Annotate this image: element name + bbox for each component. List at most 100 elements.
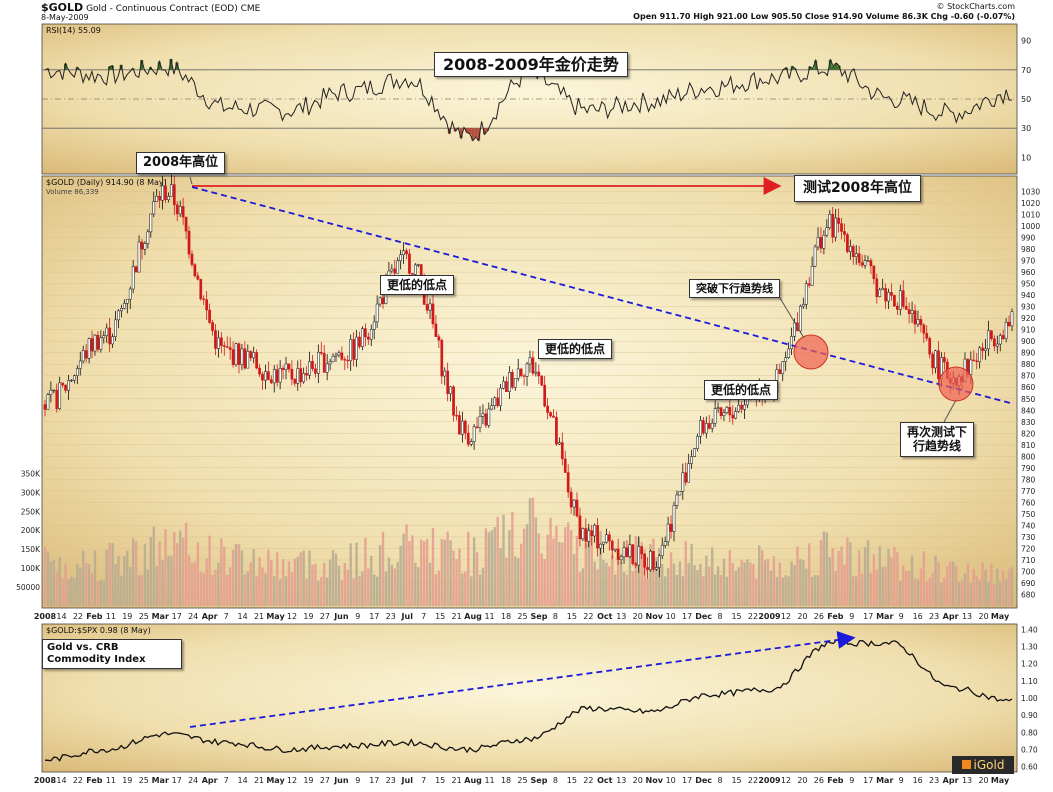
- high-pointer: [189, 176, 193, 185]
- candle-body: [463, 420, 467, 434]
- candle-body: [272, 369, 276, 384]
- volume-bar: [705, 555, 708, 606]
- volume-bar: [857, 550, 861, 606]
- volume-bar: [61, 577, 64, 606]
- x-tick-label: Aug: [464, 776, 482, 785]
- candle-body: [249, 351, 253, 359]
- x-tick-label: 2009: [758, 612, 781, 621]
- candle-body: [240, 348, 244, 365]
- candle-body: [146, 231, 150, 244]
- candle-body: [846, 234, 849, 252]
- candle-body: [848, 246, 852, 252]
- volume-bar: [913, 578, 917, 606]
- volume-bar: [311, 564, 314, 606]
- retest-label-line1: 再次测试下: [907, 425, 968, 439]
- volume-bar: [161, 560, 164, 606]
- candle-body: [616, 548, 620, 560]
- volume-bar: [281, 559, 285, 606]
- candle-body: [552, 415, 555, 418]
- volume-bar: [243, 574, 247, 606]
- candle-body: [440, 339, 444, 377]
- candle-body: [884, 288, 887, 302]
- candle-body: [134, 266, 138, 273]
- candle-body: [311, 361, 314, 369]
- x-tick-label: Oct: [597, 776, 613, 785]
- volume-bar: [434, 574, 438, 606]
- volume-bar: [167, 555, 170, 606]
- candle-body: [290, 368, 294, 380]
- price-tick-label: 1020: [1021, 199, 1040, 208]
- candle-body: [995, 343, 999, 347]
- lower-low-label-2: 更低的低点: [538, 339, 613, 360]
- price-tick-label: 960: [1021, 268, 1036, 277]
- candle-body: [481, 413, 485, 417]
- candle-body: [904, 306, 908, 310]
- volume-bar: [731, 562, 734, 606]
- x-tick-label: 7: [224, 612, 229, 621]
- volume-bar: [969, 583, 973, 606]
- x-tick-label: Oct: [597, 612, 613, 621]
- candle-body: [296, 368, 300, 384]
- volume-bar: [190, 562, 194, 606]
- candle-body: [549, 412, 552, 417]
- volume-bar: [522, 528, 526, 606]
- candle-body: [217, 337, 220, 349]
- ratio-trend-arrow: [189, 630, 856, 728]
- volume-legend: Volume 86,339: [46, 188, 99, 196]
- candle-body: [43, 404, 47, 410]
- header-stats: Open 911.70 High 921.00 Low 905.50 Close…: [633, 12, 1015, 21]
- candle-body: [1001, 335, 1005, 339]
- volume-bar: [314, 563, 317, 606]
- candle-body: [813, 246, 817, 267]
- candle-body: [478, 416, 482, 428]
- candle-body: [155, 196, 159, 202]
- volume-bar: [531, 497, 535, 606]
- x-tick-label: Mar: [876, 612, 893, 621]
- candle-body: [675, 494, 679, 506]
- volume-bar: [672, 563, 676, 606]
- x-tick-label: 26: [814, 612, 824, 621]
- candle-body: [222, 345, 226, 347]
- candle-body: [378, 297, 382, 305]
- x-tick-label: Apr: [202, 612, 218, 621]
- x-tick-label: Mar: [876, 776, 893, 785]
- candle-body: [164, 185, 167, 201]
- volume-bar: [787, 576, 790, 606]
- x-tick-label: Feb: [86, 612, 103, 621]
- candle-body: [181, 206, 185, 218]
- ratio-legend: $GOLD:$SPX 0.98 (8 May): [46, 626, 151, 635]
- volume-bar: [496, 516, 499, 606]
- volume-bar: [290, 572, 294, 606]
- candle-body: [413, 264, 417, 275]
- volume-bar: [960, 580, 964, 606]
- candle-body: [231, 349, 235, 365]
- candle-body: [804, 283, 808, 305]
- x-tick-label: 15: [435, 612, 445, 621]
- x-tick-label: 10: [666, 776, 676, 785]
- volume-bar: [863, 547, 867, 606]
- x-tick-label: 15: [731, 776, 741, 785]
- candle-body: [75, 368, 79, 376]
- volume-bar: [875, 569, 878, 606]
- candle-body: [1007, 322, 1011, 327]
- volume-bar: [816, 575, 820, 606]
- lower-low-label-3: 更低的低点: [704, 380, 779, 401]
- x-tick-label: 19: [122, 612, 132, 621]
- volume-bar: [475, 552, 479, 606]
- volume-bar: [993, 584, 996, 606]
- volume-bar: [84, 563, 88, 606]
- price-tick-label: 850: [1021, 395, 1036, 404]
- volume-bar: [237, 544, 241, 606]
- candle-body: [287, 363, 291, 370]
- candle-body: [781, 361, 785, 375]
- price-tick-label: 900: [1021, 337, 1036, 346]
- candle-body: [220, 337, 223, 346]
- candle-body: [860, 262, 864, 266]
- volume-bar: [446, 531, 449, 606]
- volume-bar: [143, 543, 147, 606]
- candle-body: [696, 436, 699, 449]
- volume-bar: [458, 548, 461, 606]
- retest-label: 再次测试下 行趋势线: [900, 422, 975, 457]
- volume-bar: [966, 563, 970, 606]
